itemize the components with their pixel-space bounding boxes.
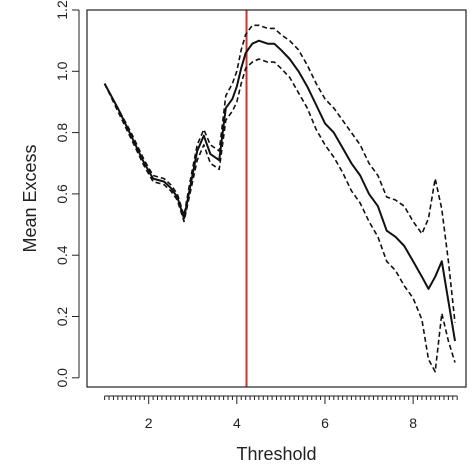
y-tick-label: 0.6 bbox=[54, 184, 70, 204]
y-tick-label: 0.2 bbox=[54, 307, 70, 327]
series-lines bbox=[103, 24, 456, 373]
y-tick-label: 1.2 bbox=[54, 0, 70, 20]
x-tick-label: 6 bbox=[321, 415, 329, 431]
x-axis: 2 4 6 8 bbox=[104, 395, 458, 431]
x-tick-label: 8 bbox=[409, 415, 417, 431]
plot-frame bbox=[86, 9, 467, 388]
x-tick-label: 4 bbox=[233, 415, 241, 431]
y-tick-label: 0.4 bbox=[54, 245, 70, 265]
y-tick-label: 0.8 bbox=[54, 123, 70, 143]
x-tick-label: 2 bbox=[145, 415, 153, 431]
lower-confidence-line bbox=[103, 58, 456, 373]
y-axis: 0.0 0.2 0.4 0.6 0.8 1.0 1.2 bbox=[54, 0, 80, 388]
y-tick-label: 1.0 bbox=[54, 61, 70, 81]
y-axis-title: Mean Excess bbox=[20, 144, 40, 252]
upper-confidence-line bbox=[103, 24, 456, 323]
x-axis-title: Threshold bbox=[236, 444, 316, 464]
y-tick-label: 0.0 bbox=[54, 368, 70, 388]
mean-excess-line bbox=[103, 39, 456, 342]
